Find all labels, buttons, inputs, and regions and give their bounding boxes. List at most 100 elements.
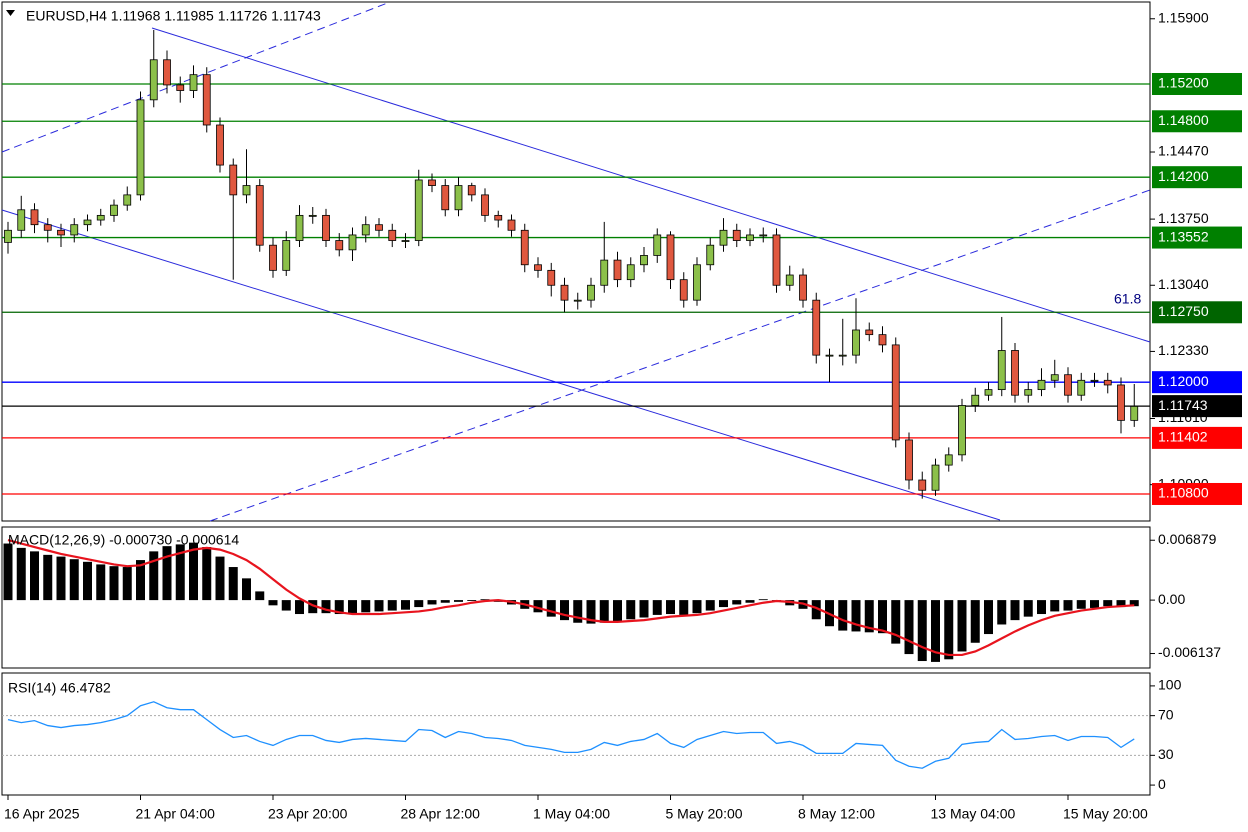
- candle-body: [918, 479, 927, 491]
- candle-body: [852, 329, 860, 356]
- macd-bar: [904, 600, 914, 655]
- macd-bar: [308, 600, 318, 614]
- macd-bar: [321, 600, 331, 614]
- candle-body: [984, 389, 993, 396]
- macd-bar: [3, 543, 13, 601]
- candle-body: [189, 74, 198, 91]
- candle-body: [613, 259, 622, 281]
- candle-body: [759, 234, 768, 237]
- candle-body: [163, 59, 171, 86]
- candle-body: [865, 329, 874, 336]
- macd-bar: [838, 600, 848, 631]
- y-tick-label: 0: [1158, 776, 1166, 792]
- macd-bar: [679, 600, 689, 615]
- level-price-box: [1152, 395, 1242, 418]
- macd-bar: [149, 551, 159, 601]
- macd-bar: [878, 600, 887, 634]
- level-price-label: 1.14800: [1158, 112, 1209, 128]
- candle-body: [799, 274, 807, 301]
- candle-body: [282, 240, 291, 271]
- y-tick-label: 1.13040: [1158, 276, 1209, 292]
- macd-panel: [1, 526, 1151, 669]
- candle-body: [388, 229, 397, 241]
- candle-body: [785, 274, 794, 286]
- candle-body: [361, 224, 370, 236]
- candle-body: [838, 354, 847, 357]
- level-price-label: 1.15200: [1158, 75, 1209, 91]
- y-tick-label: 1.13750: [1158, 210, 1209, 226]
- macd-bar: [851, 600, 861, 632]
- macd-bar: [931, 600, 940, 662]
- macd-bar: [1103, 600, 1113, 607]
- candle-body: [242, 185, 251, 196]
- candle-body: [666, 234, 675, 281]
- candle-body: [534, 264, 542, 271]
- level-price-box: [1152, 426, 1242, 449]
- macd-bar: [745, 600, 755, 603]
- x-tick-label: 5 May 20:00: [666, 806, 743, 822]
- macd-bar: [361, 600, 371, 613]
- level-price-box: [1152, 301, 1242, 324]
- candle-body: [732, 229, 741, 241]
- macd-bar: [43, 554, 53, 601]
- candle-body: [96, 214, 105, 221]
- macd-bar: [692, 600, 702, 614]
- macd-bar: [732, 600, 742, 605]
- candle-body: [812, 299, 821, 356]
- candle-body: [997, 350, 1006, 391]
- candle-body: [547, 269, 556, 286]
- macd-bar: [175, 544, 185, 601]
- candle-body: [375, 224, 383, 231]
- candle-body: [746, 234, 754, 241]
- y-tick-label: 1.12330: [1158, 342, 1209, 358]
- macd-bar: [387, 600, 397, 611]
- macd-bar: [917, 600, 927, 662]
- candle-body: [295, 214, 304, 241]
- macd-bar: [573, 600, 583, 623]
- macd-bar: [96, 564, 106, 601]
- y-tick-label: -0.006137: [1158, 644, 1221, 660]
- candle-body: [1050, 374, 1059, 381]
- macd-bar: [401, 600, 410, 610]
- macd-bar: [1037, 600, 1046, 615]
- candle-body: [944, 454, 953, 466]
- candle-body: [202, 74, 211, 126]
- candle-body: [706, 244, 715, 266]
- candle-body: [1103, 379, 1112, 386]
- menu-arrow[interactable]: [6, 10, 15, 16]
- macd-bar: [281, 600, 291, 611]
- candle-body: [322, 214, 330, 241]
- candle-body: [573, 299, 582, 302]
- plot-layer: 1.159001.144701.137501.130401.123301.116…: [2, 9, 1242, 822]
- macd-bar: [30, 551, 39, 601]
- macd-bar: [202, 547, 212, 601]
- y-tick-label: 0.006879: [1158, 531, 1217, 547]
- x-tick-label: 1 May 04:00: [533, 806, 610, 822]
- x-tick-label: 21 Apr 04:00: [136, 806, 216, 822]
- candle-body: [176, 84, 185, 91]
- y-tick-label: 70: [1158, 706, 1174, 722]
- macd-bar: [1076, 600, 1086, 609]
- macd-bar: [255, 591, 265, 601]
- candle-body: [958, 405, 966, 456]
- level-price-box: [1152, 110, 1242, 133]
- candle-body: [719, 229, 728, 246]
- macd-bar: [348, 600, 357, 615]
- candle-body: [441, 185, 450, 211]
- rsi-title: RSI(14) 46.4782: [8, 680, 111, 696]
- candle-body: [4, 229, 12, 243]
- candle-body: [878, 334, 887, 346]
- macd-bar: [639, 600, 649, 618]
- candle-body: [1130, 405, 1139, 421]
- candle-body: [149, 59, 158, 101]
- macd-bar: [1010, 600, 1020, 621]
- macd-bar: [69, 559, 79, 601]
- candle-body: [414, 179, 423, 241]
- candle-body: [17, 209, 26, 231]
- macd-bar: [546, 600, 556, 617]
- candle-body: [653, 234, 662, 256]
- candle-body: [507, 219, 516, 231]
- candle-body: [481, 194, 489, 216]
